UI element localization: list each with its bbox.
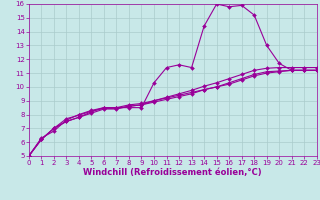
X-axis label: Windchill (Refroidissement éolien,°C): Windchill (Refroidissement éolien,°C) [84,168,262,177]
